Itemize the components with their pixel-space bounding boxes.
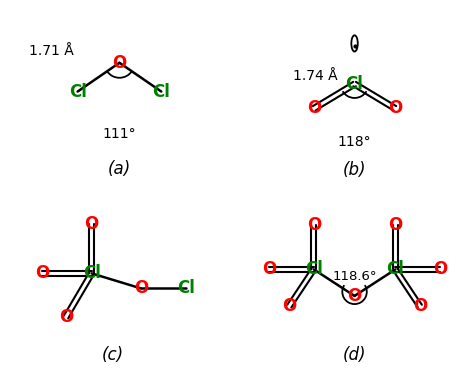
- Text: Cl: Cl: [82, 264, 100, 282]
- Text: Cl: Cl: [346, 75, 364, 93]
- Text: O: O: [84, 215, 99, 233]
- Text: O: O: [59, 308, 73, 326]
- Text: Cl: Cl: [305, 261, 323, 278]
- Text: O: O: [388, 99, 402, 117]
- Text: Cl: Cl: [69, 83, 87, 100]
- Text: Cl: Cl: [386, 261, 404, 278]
- Text: 111°: 111°: [103, 127, 136, 141]
- Text: Cl: Cl: [152, 83, 170, 100]
- Text: (c): (c): [102, 346, 124, 364]
- Text: O: O: [262, 261, 276, 278]
- Text: O: O: [134, 279, 148, 297]
- Text: O: O: [282, 297, 296, 315]
- Text: O: O: [388, 215, 402, 234]
- Text: O: O: [433, 261, 447, 278]
- Text: O: O: [307, 99, 321, 117]
- Text: 118.6°: 118.6°: [332, 270, 377, 283]
- Text: (b): (b): [343, 161, 366, 179]
- Text: O: O: [112, 54, 127, 72]
- Text: O: O: [347, 287, 362, 305]
- Text: 1.74 Å: 1.74 Å: [292, 69, 337, 83]
- Text: 118°: 118°: [338, 135, 371, 149]
- Text: (a): (a): [108, 160, 131, 178]
- Text: O: O: [307, 215, 321, 234]
- Text: O: O: [36, 264, 50, 282]
- Text: 1.71 Å: 1.71 Å: [29, 44, 74, 58]
- Text: Cl: Cl: [177, 279, 195, 297]
- Text: (d): (d): [343, 346, 366, 364]
- Text: O: O: [413, 297, 427, 315]
